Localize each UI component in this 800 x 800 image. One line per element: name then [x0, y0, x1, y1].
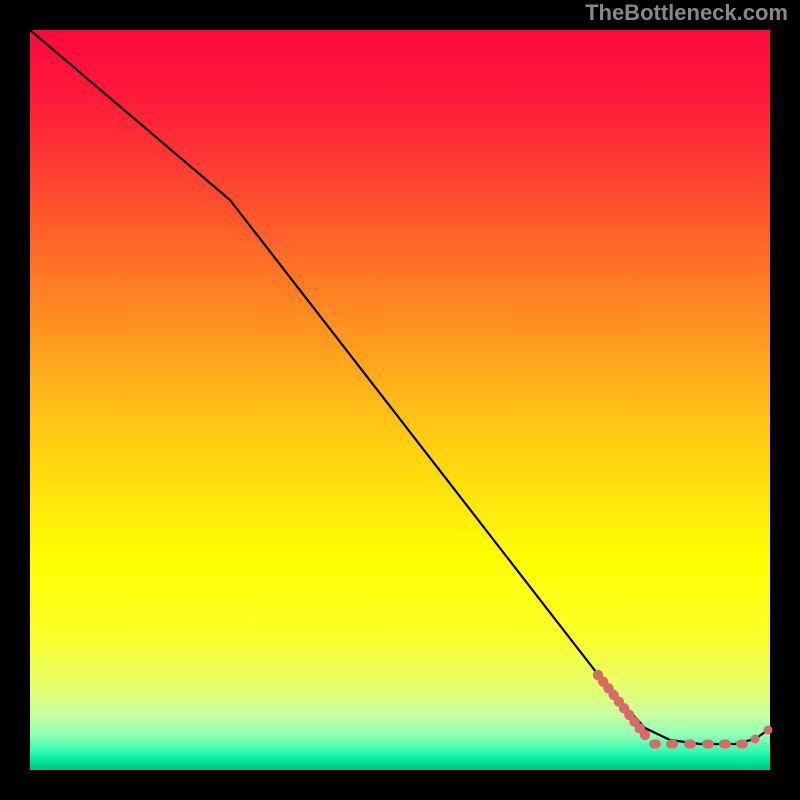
- marker-dash: [684, 740, 696, 749]
- chart-container: TheBottleneck.com: [0, 0, 800, 800]
- plot-area: [30, 30, 770, 770]
- marker-dash: [736, 740, 748, 749]
- chart-svg: [0, 0, 800, 800]
- marker-dot: [751, 735, 760, 744]
- marker-dash: [666, 740, 678, 749]
- marker-dash: [702, 740, 714, 749]
- marker-dash: [719, 740, 731, 749]
- marker-dash: [649, 740, 661, 749]
- marker-dot: [640, 730, 650, 740]
- marker-dot: [764, 726, 773, 735]
- watermark-text: TheBottleneck.com: [585, 0, 788, 26]
